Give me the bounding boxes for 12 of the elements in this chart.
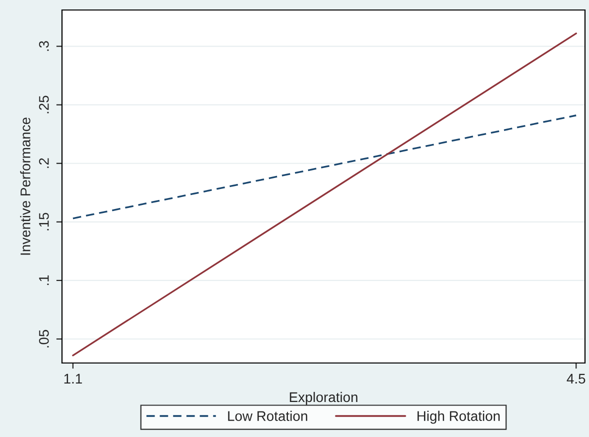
x-tick-label: 4.5 bbox=[566, 374, 586, 384]
y-tick-label: .15 bbox=[39, 212, 49, 230]
legend-label: High Rotation bbox=[418, 410, 500, 424]
y-tick-label: .3 bbox=[39, 41, 49, 51]
legend-label: Low Rotation bbox=[228, 410, 308, 421]
y-axis-title: Inventive Performance bbox=[20, 118, 30, 255]
y-tick-label: .05 bbox=[39, 330, 49, 348]
y-tick-label: .2 bbox=[39, 158, 49, 168]
x-tick-label: 1.1 bbox=[64, 374, 82, 384]
y-tick-label: .1 bbox=[39, 275, 49, 285]
y-tick-label: .25 bbox=[39, 96, 49, 114]
x-axis-title: Exploration bbox=[290, 392, 358, 405]
